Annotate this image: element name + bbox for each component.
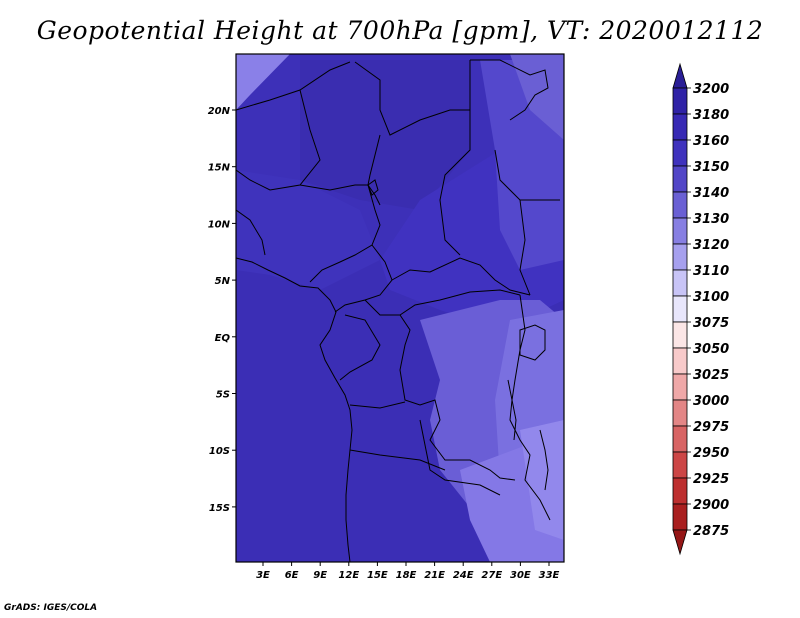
colorbar-swatch: [672, 87, 688, 115]
colorbar-swatch: [672, 451, 688, 479]
colorbar-swatch: [672, 321, 688, 349]
height-field: [236, 54, 564, 562]
colorbar-swatch: [672, 347, 688, 375]
lat-tick-label: 15S: [209, 503, 230, 514]
colorbar-swatch: [672, 191, 688, 219]
colorbar-label: 3110: [693, 264, 729, 279]
lat-tick-label: 10S: [209, 446, 230, 457]
lake-malawi: [539, 429, 549, 491]
colorbar-label: 3130: [693, 212, 729, 227]
field-lake-region: [520, 420, 564, 540]
field-corner-nw: [236, 54, 290, 110]
lon-tick-label: 27E: [481, 570, 502, 581]
border-east-africa: [509, 294, 551, 521]
chart-title: Geopotential Height at 700hPa [gpm], VT:…: [36, 16, 764, 45]
latitude-axis: 20N 15N 10N 5N EQ 5S 10S 15S: [208, 106, 236, 514]
colorbar-swatch: [672, 295, 688, 323]
lake-victoria: [519, 324, 546, 361]
field-sahara: [300, 60, 470, 210]
border-libya-egypt: [354, 60, 471, 136]
colorbar-swatch: [672, 243, 688, 271]
colorbar-swatch: [672, 165, 688, 193]
lon-tick-label: 9E: [313, 570, 327, 581]
colorbar-label: 3000: [693, 394, 729, 409]
lon-tick-label: 6E: [285, 570, 299, 581]
colorbar-swatch: [672, 269, 688, 297]
colorbar-label: 2950: [693, 446, 729, 461]
colorbar-label: 2900: [693, 498, 729, 513]
colorbar-label: 3200: [693, 82, 729, 97]
lon-tick-label: 3E: [256, 570, 270, 581]
border-congo: [339, 314, 381, 381]
border-west-coast: [236, 209, 266, 256]
lon-tick-label: 21E: [424, 570, 445, 581]
lon-tick-label: 33E: [539, 570, 560, 581]
colorbar-swatch: [672, 399, 688, 427]
map-frame: [235, 53, 565, 563]
red-sea: [470, 59, 549, 121]
colorbar-label: 2975: [693, 420, 729, 435]
colorbar-swatch: [672, 217, 688, 245]
colorbar: 3200 3180 3160 3150 3140 3130 3120 3110 3100 3075…: [672, 62, 729, 556]
border-nigeria: [299, 184, 381, 283]
field-corner-ne: [510, 54, 564, 140]
colorbar-label: 2925: [693, 472, 729, 487]
longitude-axis: 3E 6E 9E 12E 15E 18E 21E 24E 27E 30E 33E: [256, 562, 560, 581]
colorbar-swatch: [672, 425, 688, 453]
border-car: [391, 257, 531, 296]
lon-tick-label: 15E: [367, 570, 388, 581]
border-namibia: [349, 449, 446, 471]
colorbar-swatch: [672, 503, 688, 531]
colorbar-label: 3075: [693, 316, 729, 331]
colorbar-label: 3050: [693, 342, 729, 357]
colorbar-label: 2875: [693, 524, 729, 539]
coastline: [236, 257, 353, 562]
lat-tick-label: 10N: [208, 219, 231, 230]
lat-tick-label: 20N: [208, 106, 231, 117]
border-mali-niger: [236, 89, 321, 191]
colorbar-label: 3100: [693, 290, 729, 305]
credit-text: GrADS: IGES/COLA: [4, 603, 98, 613]
lat-tick-label: 5S: [216, 390, 230, 401]
colorbar-label: 3025: [693, 368, 729, 383]
borders: [236, 59, 560, 562]
colorbar-swatch: [672, 113, 688, 141]
lake-tanganyika: [507, 379, 517, 441]
border-drc-north: [364, 289, 521, 316]
colorbar-label: 3140: [693, 186, 729, 201]
colorbar-swatch: [672, 373, 688, 401]
border-angola-zambia: [349, 401, 501, 496]
lon-tick-label: 18E: [396, 570, 417, 581]
border-ethiopia: [494, 149, 560, 296]
lon-tick-label: 12E: [338, 570, 359, 581]
colorbar-label: 3180: [693, 108, 729, 123]
colorbar-bottom-arrow: [672, 529, 688, 556]
border-cameroon: [334, 244, 393, 313]
colorbar-swatch: [672, 477, 688, 505]
border-chad-sudan: [439, 110, 471, 256]
lat-tick-label: EQ: [215, 333, 231, 344]
lat-tick-label: 15N: [208, 163, 231, 174]
lon-tick-label: 30E: [510, 570, 531, 581]
colorbar-top-arrow: [672, 62, 688, 89]
colorbar-swatch: [672, 139, 688, 167]
colorbar-label: 3150: [693, 160, 729, 175]
border-drc: [399, 314, 516, 481]
lat-tick-label: 5N: [215, 276, 231, 287]
colorbar-label: 3160: [693, 134, 729, 149]
lon-tick-label: 24E: [453, 570, 474, 581]
colorbar-label: 3120: [693, 238, 729, 253]
lake-chad: [367, 179, 379, 196]
